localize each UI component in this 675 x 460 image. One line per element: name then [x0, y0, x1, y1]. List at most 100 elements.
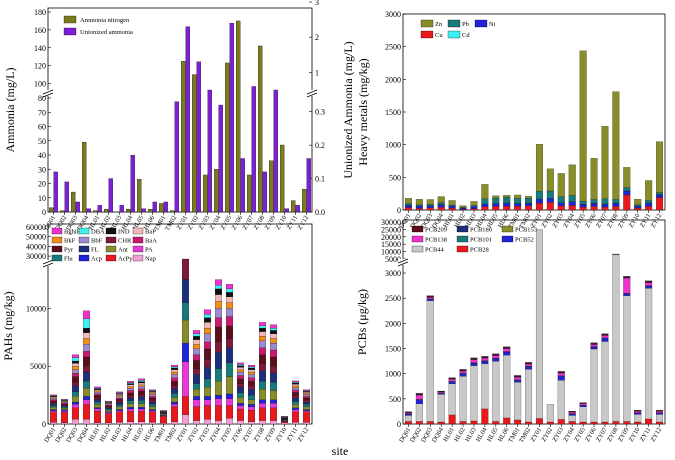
- pcbs-pcb44-bar: [459, 376, 467, 422]
- pcbs-pcb52-bar: [579, 405, 587, 407]
- pahs-pyr-bar: [225, 325, 234, 339]
- pahs-flu-bar: [291, 401, 300, 405]
- pahs-baa-bar: [247, 377, 256, 382]
- pahs-legend-label: FL: [91, 247, 99, 254]
- pcbs-pcb52-bar: [525, 366, 533, 370]
- heavy-metals-zn-bar: [404, 198, 412, 204]
- heavy-metals-cu-bar: [503, 205, 511, 211]
- pahs-pyr-bar: [258, 354, 267, 365]
- ammonia-site-label: ZY12: [297, 215, 311, 232]
- pahs-acpy-bar: [49, 411, 58, 423]
- heavy-metals-legend-label: Zn: [435, 21, 443, 28]
- pahs-pa-bar: [82, 399, 91, 405]
- pahs-chr-bar: [214, 341, 223, 353]
- pcbs-legend-swatch: [501, 225, 514, 233]
- heavy-metals-y-tick-label: 2000: [385, 75, 401, 84]
- pahs-ind-bar: [137, 381, 146, 384]
- pahs-flu-bar: [236, 392, 245, 398]
- pahs-bap-bar: [115, 394, 124, 396]
- pahs-acp-bar: [192, 396, 201, 400]
- pcbs-pcb138-bar: [437, 391, 445, 394]
- ammonia-left-y-tick-label: 120: [34, 62, 46, 71]
- pahs-legend-swatch: [51, 227, 63, 235]
- pahs-bkf-bar: [93, 390, 102, 393]
- pahs-y-tick-label: 40000: [26, 242, 46, 251]
- heavy-metals-cu-bar: [514, 206, 522, 211]
- pahs-acpy-bar: [126, 411, 135, 422]
- ammonia-nitrogen-bar: [148, 208, 153, 213]
- pcbs-legend-swatch: [411, 225, 424, 233]
- pahs-dba-bar: [192, 333, 201, 337]
- ammonia-nitrogen-bar: [236, 20, 241, 213]
- unionized-ammonia-bar: [130, 155, 135, 213]
- pahs-fl-bar: [148, 401, 157, 405]
- ammonia-panel: Ammonia (mg/L) Unionized Ammonia (mg/L) …: [3, 0, 355, 232]
- pahs-fl-bar: [291, 397, 300, 402]
- heavy-metals-ni-bar: [514, 203, 522, 207]
- pahs-bkf-bar: [192, 344, 201, 349]
- pahs-nap-bar: [148, 422, 157, 425]
- pcbs-pcb44-bar: [437, 394, 445, 423]
- pahs-acpy-bar: [159, 416, 168, 424]
- heavy-metals-ni-bar: [645, 203, 653, 207]
- heavy-metals-cu-bar: [612, 206, 620, 211]
- pahs-bghip-bar: [115, 391, 124, 393]
- pahs-ant-bar: [71, 396, 80, 403]
- pahs-bghip-bar: [148, 389, 157, 391]
- pahs-flu-bar: [269, 382, 278, 391]
- heavy-metals-ni-bar: [590, 203, 598, 207]
- pahs-fl-bar: [115, 402, 124, 406]
- pcbs-pcb138-bar: [623, 277, 631, 294]
- ammonia-left-axis-break: [42, 89, 54, 95]
- pahs-nap-bar: [71, 419, 80, 425]
- pcbs-pcb44-bar: [481, 363, 489, 410]
- heavy-metals-zn-bar: [623, 167, 631, 188]
- heavy-metals-legend-swatch: [420, 19, 434, 28]
- pahs-bkf-bar: [302, 393, 311, 395]
- pahs-ant-bar: [159, 414, 168, 416]
- heavy-metals-pb-bar: [579, 200, 587, 205]
- pahs-baa-bar: [60, 402, 69, 404]
- pahs-chr-bar: [181, 258, 190, 280]
- pahs-acpy-bar: [192, 406, 201, 421]
- pahs-bkf-bar: [214, 301, 223, 309]
- pcbs-pcb28-bar: [557, 419, 565, 425]
- pahs-dba-bar: [115, 392, 124, 394]
- pcbs-legend-swatch: [411, 245, 424, 253]
- pahs-y-title: PAHs (mg/kg): [1, 291, 15, 360]
- pahs-pa-bar: [214, 398, 223, 406]
- pahs-nap-bar: [192, 420, 201, 425]
- heavy-metals-ni-bar: [448, 206, 456, 209]
- unionized-ammonia-bar: [196, 61, 201, 213]
- pahs-bkf-bar: [258, 336, 267, 341]
- pahs-baa-bar: [137, 388, 146, 392]
- heavy-metals-ni-bar: [459, 207, 467, 210]
- pahs-pa-bar: [258, 403, 267, 408]
- pcbs-pcb44-bar: [404, 415, 412, 422]
- pahs-ind-bar: [236, 365, 245, 368]
- heavy-metals-pb-bar: [535, 191, 543, 200]
- unionized-ammonia-bar: [75, 201, 80, 213]
- pahs-flu-bar: [170, 393, 179, 398]
- pahs-bkf-bar: [203, 327, 212, 334]
- pahs-dba-bar: [126, 382, 135, 384]
- pcbs-pcb209-bar: [448, 377, 456, 379]
- heavy-metals-ni-bar: [404, 205, 412, 208]
- pahs-fl-bar: [258, 370, 267, 382]
- pahs-acpy-bar: [104, 413, 113, 423]
- ammonia-left-y-tick-label: 160: [34, 26, 46, 35]
- heavy-metals-zn-bar: [546, 168, 554, 192]
- heavy-metals-cu-bar: [590, 206, 598, 211]
- pahs-pa-bar: [148, 410, 157, 412]
- heavy-metals-pb-bar: [656, 192, 664, 195]
- pcbs-y-tick-label: 2500: [385, 294, 401, 303]
- pahs-bghip-bar: [49, 394, 58, 396]
- pahs-pa-bar: [225, 398, 234, 406]
- heavy-metals-cu-bar: [634, 207, 642, 211]
- unionized-ammonia-bar: [207, 89, 212, 213]
- pcbs-plot-frame: [402, 219, 666, 425]
- pahs-bbf-bar: [214, 308, 223, 318]
- pahs-acpy-bar: [247, 410, 256, 422]
- pcbs-pcb138-bar: [459, 371, 467, 374]
- pahs-ant-bar: [247, 399, 256, 405]
